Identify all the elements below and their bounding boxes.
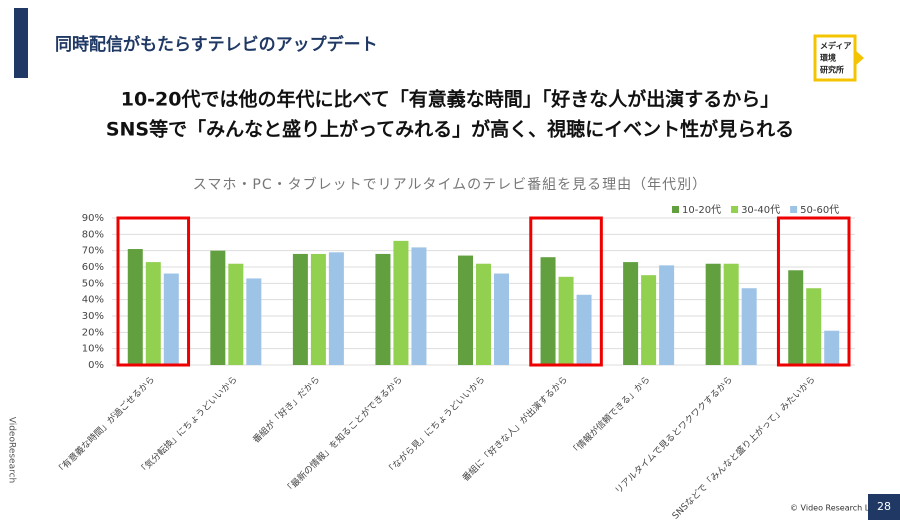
bar — [741, 288, 757, 365]
legend-label: 10-20代 — [682, 204, 721, 216]
bar — [163, 273, 179, 365]
bar — [458, 255, 473, 365]
logo-text: 環境 — [820, 53, 836, 63]
bar — [623, 262, 639, 365]
y-tick-label: 40% — [82, 295, 104, 306]
legend-swatch — [672, 206, 679, 213]
accent-bar — [14, 8, 28, 78]
y-tick-label: 80% — [82, 229, 104, 240]
legend-swatch — [731, 206, 739, 213]
page-number: 28 — [877, 500, 891, 513]
bar — [393, 240, 409, 365]
bar — [723, 263, 739, 365]
logo-arrow — [855, 50, 864, 66]
side-logo: VideoResearch — [7, 417, 17, 484]
highlight-box — [529, 216, 603, 367]
x-tick-label: 「情報が信頼できる」から — [568, 373, 653, 458]
x-tick-label: 「有意義な時間」が過ごせるから — [53, 373, 157, 477]
copyright: © Video Research Ltd. — [790, 504, 880, 513]
bar — [576, 294, 592, 365]
headline: 10-20代では他の年代に比べて「有意義な時間」「好きな人が出演するから」 — [121, 88, 780, 111]
x-tick-label: SNSなどで「みんなと盛り上がって」みたいから — [669, 373, 817, 520]
x-tick-label: 「ながら見」にちょうどいいから — [383, 373, 487, 477]
bar — [558, 276, 574, 365]
legend-label: 50-60代 — [800, 204, 839, 216]
bar — [127, 249, 143, 365]
bar — [411, 247, 427, 365]
y-tick-label: 90% — [82, 213, 104, 224]
x-tick-label: 「気分転換」にちょうどいいから — [136, 373, 240, 477]
bar — [494, 273, 509, 365]
y-tick-label: 50% — [82, 278, 104, 289]
bar — [705, 263, 721, 365]
highlight-box — [116, 216, 191, 367]
bar — [228, 263, 244, 365]
highlight-box — [776, 216, 851, 367]
bar — [659, 265, 675, 365]
page-number-box — [868, 494, 900, 520]
bar — [310, 253, 326, 365]
y-tick-label: 20% — [82, 327, 104, 338]
bar — [788, 270, 804, 365]
headline: SNS等で「みんなと盛り上がってみれる」が高く、視聴にイベント性が見られる — [106, 118, 794, 141]
bar — [824, 330, 840, 365]
bar — [292, 253, 308, 365]
bar — [476, 263, 491, 365]
y-tick-label: 30% — [82, 311, 104, 322]
bar — [210, 250, 226, 365]
chart-title: スマホ・PC・タブレットでリアルタイムのテレビ番組を見る理由（年代別） — [193, 176, 707, 193]
y-tick-label: 60% — [82, 262, 104, 273]
bar — [145, 262, 161, 365]
bar — [246, 278, 262, 365]
bar — [375, 253, 391, 365]
bar — [806, 288, 822, 365]
bar — [328, 252, 344, 365]
y-tick-label: 10% — [82, 344, 104, 355]
logo-text: 研究所 — [820, 65, 844, 75]
logo-box — [813, 34, 857, 82]
bar — [540, 257, 556, 365]
legend-swatch — [790, 206, 798, 213]
x-tick-label: 番組が「好き」だから — [250, 373, 322, 445]
y-tick-label: 70% — [82, 246, 104, 257]
y-tick-label: 0% — [88, 360, 104, 371]
slide-title: 同時配信がもたらすテレビのアップデート — [55, 34, 378, 55]
logo-text: メディア — [820, 41, 851, 51]
legend-label: 30-40代 — [741, 204, 780, 216]
bar — [641, 275, 657, 365]
